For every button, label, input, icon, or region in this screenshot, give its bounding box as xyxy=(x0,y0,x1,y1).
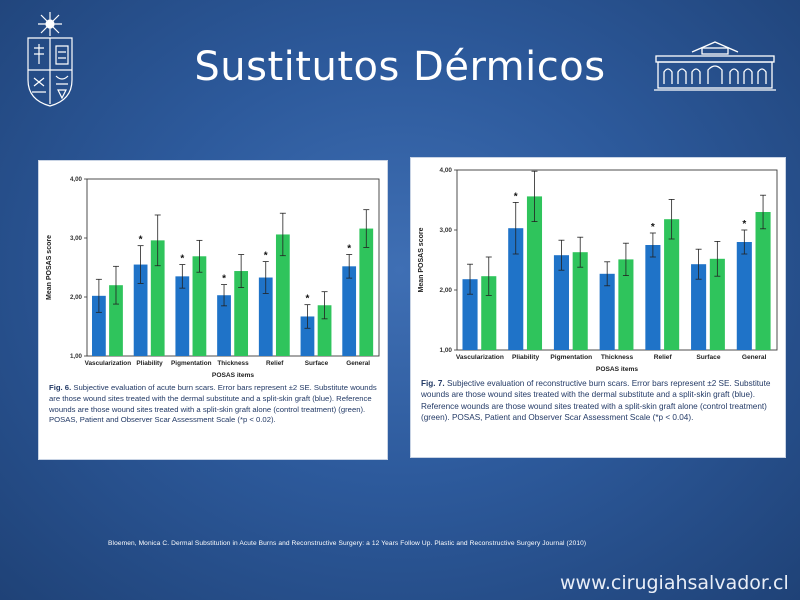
sun-rays-icon xyxy=(38,12,62,36)
chart-1-y-tick-label: 2,00 xyxy=(70,294,83,301)
chart-1-bar xyxy=(217,295,231,356)
chart-2-bar xyxy=(664,219,680,350)
chart-1-y-axis-label: Mean POSAS score xyxy=(46,235,53,300)
chart-1-significance-marker: * xyxy=(139,235,143,246)
figure-7-caption: Fig. 7. Subjective evaluation of reconst… xyxy=(421,378,777,424)
chart-2-bar xyxy=(736,242,752,350)
chart-2-significance-marker: * xyxy=(514,191,518,202)
figure-6-caption: Fig. 6. Subjective evaluation of acute b… xyxy=(49,383,379,426)
chart-1-category-label: Relief xyxy=(266,360,284,367)
chart-1-y-tick-label: 3,00 xyxy=(70,235,83,242)
chart-2-significance-marker: * xyxy=(742,219,746,230)
chart-2-category-label: Thickness xyxy=(601,354,634,361)
chart-1-category-label: General xyxy=(346,360,370,367)
chart-2-bar xyxy=(572,252,588,350)
chart-1-bar xyxy=(192,256,207,356)
chart-2-category-label: Surface xyxy=(696,354,721,361)
chart-1-category-label: Vascularization xyxy=(85,360,132,367)
chart-1-significance-marker: * xyxy=(264,251,268,262)
chart-2-category-label: Pigmentation xyxy=(550,354,592,361)
chart-1-category-label: Surface xyxy=(305,360,329,367)
chart-2-category-label: General xyxy=(742,354,767,361)
chart-1-category-label: Pigmentation xyxy=(171,360,212,367)
chart-2-y-axis-label: Mean POSAS score xyxy=(418,227,425,292)
chart-2-bar xyxy=(709,258,725,350)
chart-1-bar xyxy=(234,271,249,356)
chart-1-category-label: Pliability xyxy=(136,360,163,367)
chart-2-x-axis-label: POSAS items xyxy=(596,366,638,373)
website-url: www.cirugiahsalvador.cl xyxy=(560,572,789,594)
chart-1-bar xyxy=(175,276,190,356)
chart-1-significance-marker: * xyxy=(306,294,310,305)
figure-7-chart: 1,00 2,00 3,00 4,00 Mean POSAS score Vascular… xyxy=(418,167,778,373)
chart-1-significance-marker: * xyxy=(222,274,226,285)
chart-1-bar xyxy=(359,228,374,356)
chart-1-bar xyxy=(317,305,332,356)
chart-2-bar xyxy=(645,245,661,350)
chart-1-bar xyxy=(258,277,273,356)
building-logo xyxy=(654,41,776,91)
chart-1-y-tick-label: 1,00 xyxy=(70,353,83,360)
chart-2-plot-frame xyxy=(456,169,778,351)
chart-2-y-tick-label: 4,00 xyxy=(440,167,453,174)
chart-1-significance-marker: * xyxy=(180,254,184,265)
chart-2-bar xyxy=(481,276,497,350)
chart-2-bar xyxy=(755,212,771,350)
chart-2-category-label: Pliability xyxy=(512,354,539,361)
chart-1-bar xyxy=(342,266,357,356)
chart-1-bar xyxy=(133,264,148,356)
figure-7-caption-label: Fig. 7. xyxy=(421,379,445,388)
chart-1-x-axis-label: POSAS items xyxy=(212,372,254,379)
chart-2-significance-marker: * xyxy=(651,222,655,233)
chart-2-y-tick-label: 1,00 xyxy=(440,347,453,354)
slide-title: Sustitutos Dérmicos xyxy=(194,44,606,90)
chart-2-bar xyxy=(599,273,615,350)
figure-7-caption-text: Subjective evaluation of reconstructive … xyxy=(421,379,771,423)
chart-2-y-tick-label: 2,00 xyxy=(440,287,453,294)
chart-1-significance-marker: * xyxy=(347,244,351,255)
figure-7-panel: 1,00 2,00 3,00 4,00 Mean POSAS score Vascular… xyxy=(410,157,786,458)
chart-1-bar xyxy=(92,295,106,356)
chart-1-plot-frame xyxy=(86,178,380,357)
university-seal-logo xyxy=(27,12,73,107)
chart-1-y-tick-label: 4,00 xyxy=(70,176,83,183)
chart-2-bar xyxy=(508,228,524,350)
citation-reference: Bloemen, Monica C. Dermal Substitution i… xyxy=(108,540,587,547)
figure-6-chart: 1,00 2,00 3,00 4,00 Mean POSAS score Vascular… xyxy=(46,176,380,379)
chart-1-bar xyxy=(150,240,165,356)
figure-6-caption-label: Fig. 6. xyxy=(49,383,72,392)
figure-6-panel: 1,00 2,00 3,00 4,00 Mean POSAS score Vascular… xyxy=(38,160,388,460)
chart-1-category-label: Thickness xyxy=(217,360,249,367)
figure-6-caption-text: Subjective evaluation of acute burn scar… xyxy=(49,383,377,425)
chart-2-category-label: Vascularization xyxy=(456,354,504,361)
chart-1-bar xyxy=(275,234,290,356)
chart-1-bar xyxy=(109,285,123,356)
chart-2-category-label: Relief xyxy=(654,354,673,361)
chart-2-bar xyxy=(462,279,478,350)
chart-1-bar xyxy=(300,316,315,356)
chart-2-bar xyxy=(553,255,569,350)
chart-2-y-tick-label: 3,00 xyxy=(440,227,453,234)
chart-2-bar xyxy=(691,264,707,350)
chart-2-bar xyxy=(618,259,634,350)
chart-2-bar xyxy=(526,196,543,350)
